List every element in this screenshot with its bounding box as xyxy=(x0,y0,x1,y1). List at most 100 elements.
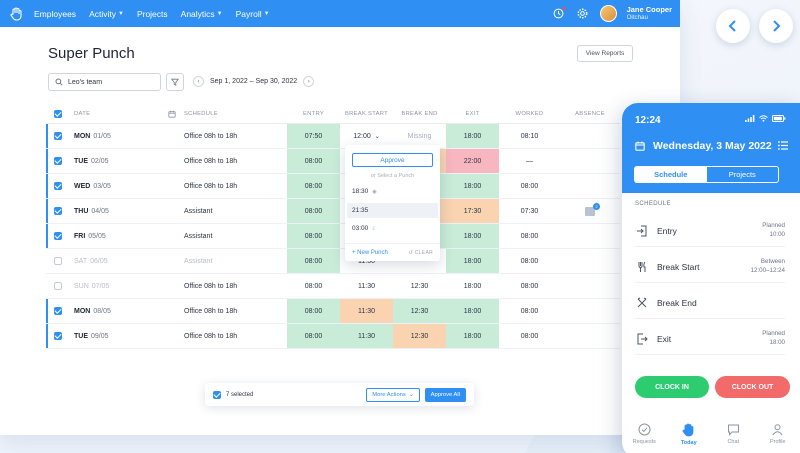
tab-projects[interactable]: Projects xyxy=(728,170,756,179)
entry-icon xyxy=(635,224,649,238)
row-checkbox[interactable] xyxy=(54,232,62,240)
break-start-cell[interactable]: 11:30 xyxy=(358,257,375,265)
schedule-item-exit[interactable]: Exit Planned 18:00 xyxy=(635,323,785,355)
row-checkbox[interactable] xyxy=(54,132,62,140)
break-start-cell[interactable]: 11:30 xyxy=(358,282,375,290)
exit-cell[interactable]: 18:00 xyxy=(446,249,499,273)
entry-cell[interactable]: 08:00 xyxy=(287,174,340,198)
row-checkbox[interactable] xyxy=(54,157,62,165)
search-input[interactable]: Leo's team xyxy=(48,73,161,91)
row-day: SUN xyxy=(74,282,89,290)
nav-activity[interactable]: Activity ▼ xyxy=(89,8,124,19)
absence-cell xyxy=(560,274,620,298)
nav-payroll[interactable]: Payroll ▼ xyxy=(235,8,270,19)
entry-cell[interactable]: 08:00 xyxy=(304,282,323,290)
row-schedule: Office 08h to 18h xyxy=(184,182,238,190)
row-date: 03/05 xyxy=(93,182,111,190)
bulk-select-checkbox[interactable] xyxy=(213,390,221,399)
nav-analytics[interactable]: Analytics ▼ xyxy=(180,8,223,19)
next-period-button[interactable]: › xyxy=(303,76,315,87)
table-row[interactable]: THU 04/05 Assistant 08:00 17:30 07:30 2 xyxy=(46,199,620,224)
punch-option[interactable]: 18:30 ◉ xyxy=(352,188,377,195)
row-checkbox[interactable] xyxy=(54,307,62,315)
entry-cell[interactable]: 08:00 xyxy=(287,249,340,273)
notification-clock-icon[interactable] xyxy=(552,5,567,21)
punch-option[interactable]: 21:35 xyxy=(347,203,438,218)
exit-cell[interactable]: 18:00 xyxy=(446,174,499,198)
break-end-cell[interactable]: 12:30 xyxy=(410,282,429,290)
table-row[interactable]: TUE 09/05 Office 08h to 18h 08:00 11:30 1… xyxy=(46,324,620,349)
entry-cell[interactable]: 07:50 xyxy=(287,124,340,148)
user-icon xyxy=(772,424,783,436)
exit-cell[interactable]: 18:00 xyxy=(446,324,499,348)
gear-icon[interactable] xyxy=(576,7,590,21)
new-punch-button[interactable]: + New Punch xyxy=(352,249,388,256)
clock-out-button[interactable]: CLOCK OUT xyxy=(715,376,790,398)
chevron-down-icon: ▼ xyxy=(263,10,270,17)
table-row[interactable]: SUN 07/05 Office 08h to 18h 08:00 11:30 1… xyxy=(46,274,620,299)
table-row[interactable]: MON 08/05 Office 08h to 18h 08:00 11:30 1… xyxy=(46,299,620,324)
break-end-cell[interactable]: Missing xyxy=(407,132,432,140)
row-checkbox[interactable] xyxy=(54,257,62,265)
exit-cell[interactable]: 18:00 xyxy=(463,282,482,290)
next-slide-button[interactable] xyxy=(759,9,793,43)
break-end-cell[interactable]: 12:30 xyxy=(393,299,446,323)
calendar-icon[interactable] xyxy=(635,141,645,151)
tab-chat[interactable]: Chat xyxy=(711,410,756,453)
view-reports-button[interactable]: View Reports xyxy=(577,45,633,62)
tab-requests[interactable]: Requests xyxy=(622,410,667,453)
row-checkbox[interactable] xyxy=(54,332,62,340)
nav-projects[interactable]: Projects xyxy=(136,8,168,19)
clear-button[interactable]: ↺ CLEAR xyxy=(408,249,433,256)
calendar-icon[interactable] xyxy=(168,110,176,118)
schedule-item-break-end[interactable]: Break End xyxy=(635,287,785,319)
row-schedule: Office 08h to 18h xyxy=(184,332,238,340)
punch-option[interactable]: 03:00 ☾ xyxy=(352,225,377,232)
date-range-label[interactable]: Sep 1, 2022 – Sep 30, 2022 xyxy=(210,78,298,85)
row-day: MON xyxy=(74,307,91,315)
row-checkbox[interactable] xyxy=(54,207,62,215)
approve-all-button[interactable]: Approve All xyxy=(424,387,466,402)
row-checkbox[interactable] xyxy=(54,182,62,190)
tab-today[interactable]: Today xyxy=(667,410,712,453)
exit-cell[interactable]: 18:00 xyxy=(446,124,499,148)
entry-cell[interactable]: 08:00 xyxy=(287,324,340,348)
row-checkbox[interactable] xyxy=(54,282,62,290)
break-start-cell[interactable]: 11:30 xyxy=(340,299,393,323)
tab-profile[interactable]: Profile xyxy=(756,410,800,453)
table-row[interactable]: FRI 05/05 Assistant 08:00 18:00 08:00 xyxy=(46,224,620,249)
absence-cell xyxy=(560,324,620,348)
approve-button[interactable]: Approve xyxy=(352,153,433,167)
list-icon[interactable] xyxy=(778,141,788,150)
nav-employees[interactable]: Employees xyxy=(34,8,77,19)
clock-in-button[interactable]: CLOCK IN xyxy=(635,376,709,398)
table-row[interactable]: MON 01/05 Office 08h to 18h 07:50 12:00 ⌄ … xyxy=(46,124,620,149)
table-row[interactable]: SAT 06/05 Assistant 08:00 11:30 18:00 08:… xyxy=(46,249,620,274)
break-start-cell[interactable]: 11:30 xyxy=(340,324,393,348)
absence-document-icon[interactable]: 2 xyxy=(585,202,600,216)
wifi-icon xyxy=(759,115,768,122)
avatar[interactable] xyxy=(599,5,617,22)
exit-cell[interactable]: 18:00 xyxy=(446,299,499,323)
entry-cell[interactable]: 08:00 xyxy=(287,199,340,223)
user-menu[interactable]: Jane Cooper Oitchau xyxy=(626,4,672,22)
exit-cell[interactable]: 22:00 xyxy=(446,149,499,173)
filter-button[interactable] xyxy=(166,73,184,91)
entry-cell[interactable]: 08:00 xyxy=(287,299,340,323)
break-end-cell[interactable]: 12:30 xyxy=(393,324,446,348)
prev-slide-button[interactable] xyxy=(716,9,750,43)
table-row[interactable]: WED 03/05 Office 08h to 18h 08:00 18:00 0… xyxy=(46,174,620,199)
hand-logo-icon[interactable] xyxy=(8,6,24,22)
prev-period-button[interactable]: ‹ xyxy=(193,76,204,87)
schedule-item-break-start[interactable]: Break Start Between 12:00–12:24 xyxy=(635,251,785,283)
entry-cell[interactable]: 08:00 xyxy=(287,224,340,248)
exit-cell[interactable]: 18:00 xyxy=(446,224,499,248)
entry-cell[interactable]: 08:00 xyxy=(287,149,340,173)
select-all-checkbox[interactable] xyxy=(54,109,62,118)
break-start-cell[interactable]: 12:00 ⌄ xyxy=(353,132,380,140)
table-row[interactable]: TUE 02/05 Office 08h to 18h 08:00 22:00 — xyxy=(46,149,620,174)
exit-cell[interactable]: 17:30 xyxy=(446,199,499,223)
schedule-item-entry[interactable]: Entry Planned 10:00 xyxy=(635,215,785,247)
tab-schedule[interactable]: Schedule xyxy=(635,167,707,182)
more-actions-button[interactable]: More Actions ⌄ xyxy=(366,387,420,402)
